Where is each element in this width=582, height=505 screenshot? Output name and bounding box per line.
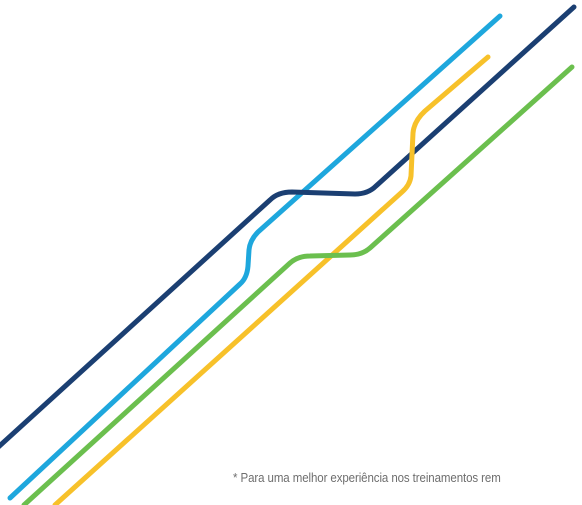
green-line [21,64,575,505]
navy-line [0,4,577,449]
cyan-line [7,13,503,501]
footnote-text: * Para uma melhor experiência nos treina… [233,471,501,485]
yellow-line [52,54,491,505]
